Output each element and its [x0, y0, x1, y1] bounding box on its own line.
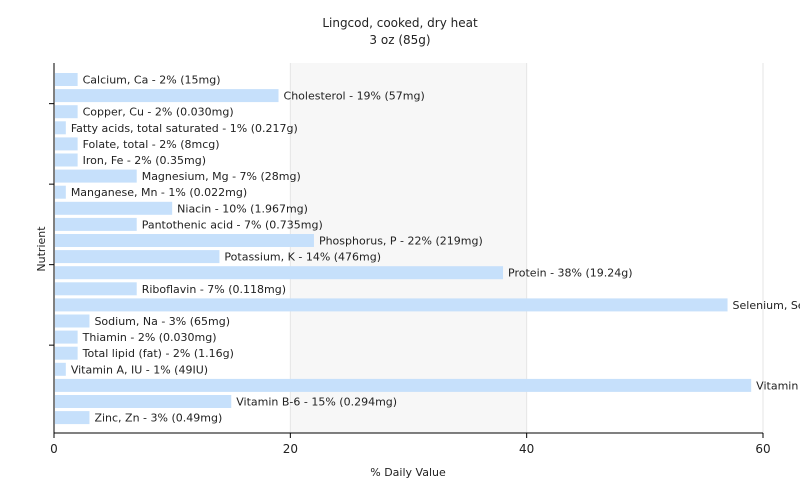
- chart-title: Lingcod, cooked, dry heat: [322, 16, 478, 30]
- bar: [55, 266, 504, 280]
- x-tick-label: 0: [50, 442, 58, 456]
- bar: [55, 298, 728, 312]
- bar-label: Zinc, Zn - 3% (0.49mg): [94, 412, 222, 425]
- axes: [53, 63, 763, 434]
- background-band: [54, 63, 291, 433]
- bar-label: Niacin - 10% (1.967mg): [177, 202, 308, 215]
- bar: [55, 346, 78, 360]
- bar-label: Thiamin - 2% (0.030mg): [82, 331, 217, 344]
- gridlines: [289, 63, 764, 433]
- bar: [55, 250, 220, 264]
- bar: [55, 137, 78, 151]
- bar-label: Vitamin A, IU - 1% (49IU): [71, 363, 208, 376]
- bar-label: Riboflavin - 7% (0.118mg): [142, 283, 286, 296]
- bar-label: Selenium, Se - 57% (39.8mcg): [733, 299, 800, 312]
- bar-label: Magnesium, Mg - 7% (28mg): [142, 170, 301, 183]
- x-tick-label: 20: [283, 442, 298, 456]
- bar: [55, 153, 78, 167]
- bar-label: Vitamin B-6 - 15% (0.294mg): [236, 396, 397, 409]
- bar: [55, 217, 137, 231]
- x-ticks: 0 20 40 60: [50, 433, 771, 456]
- bar: [55, 73, 78, 86]
- bar-label: Vitamin B-12 - 59% (3.53mcg): [756, 379, 800, 392]
- chart-subtitle: 3 oz (85g): [369, 33, 430, 47]
- background-band: [526, 63, 763, 433]
- x-axis-label: % Daily Value: [370, 466, 446, 479]
- x-tick-label: 40: [519, 442, 534, 456]
- bar: [55, 185, 66, 199]
- bar: [55, 121, 66, 135]
- bar: [55, 395, 232, 408]
- bar: [55, 362, 66, 376]
- bar-label: Copper, Cu - 2% (0.030mg): [83, 106, 234, 119]
- bar: [55, 314, 90, 328]
- bar: [55, 234, 314, 247]
- bar: [55, 105, 78, 119]
- bar: [55, 282, 137, 296]
- bar: [55, 378, 752, 392]
- bar-label: Phosphorus, P - 22% (219mg): [319, 235, 483, 248]
- y-ticks: [49, 103, 54, 346]
- y-axis-label: Nutrient: [35, 226, 48, 272]
- bar: [55, 201, 173, 215]
- bar-label: Potassium, K - 14% (476mg): [224, 251, 381, 264]
- x-tick-label: 60: [755, 442, 770, 456]
- bar-label: Folate, total - 2% (8mcg): [83, 138, 220, 151]
- bar-label: Manganese, Mn - 1% (0.022mg): [71, 186, 247, 199]
- bar-label: Pantothenic acid - 7% (0.735mg): [142, 218, 323, 231]
- bar-label: Total lipid (fat) - 2% (1.16g): [82, 347, 234, 360]
- bar-label: Calcium, Ca - 2% (15mg): [83, 74, 221, 87]
- bar: [55, 89, 279, 103]
- bars: Calcium, Ca - 2% (15mg) Cholesterol - 19%…: [55, 73, 800, 425]
- bar-label: Cholesterol - 19% (57mg): [284, 90, 425, 103]
- bar-label: Fatty acids, total saturated - 1% (0.217…: [71, 122, 298, 135]
- bar-label: Iron, Fe - 2% (0.35mg): [83, 154, 206, 167]
- bar: [55, 411, 90, 425]
- background-bands: [54, 63, 763, 433]
- bar: [55, 169, 137, 183]
- bar-label: Sodium, Na - 3% (65mg): [94, 315, 230, 328]
- bar: [55, 330, 78, 344]
- background-band: [290, 63, 527, 433]
- bar-label: Protein - 38% (19.24g): [508, 267, 633, 280]
